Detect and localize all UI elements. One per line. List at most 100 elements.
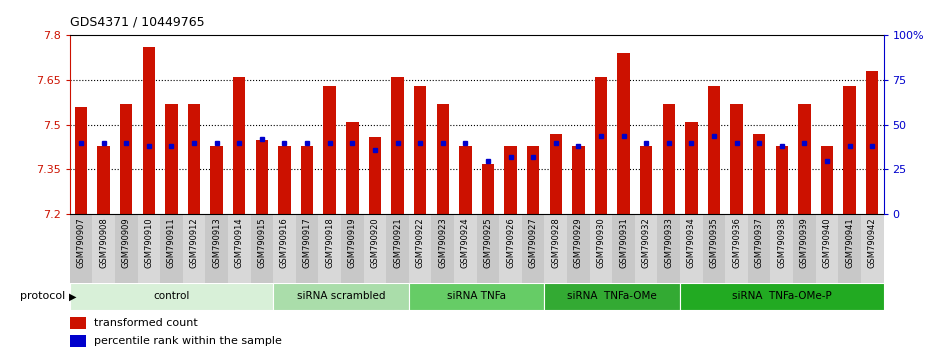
Bar xyxy=(866,71,879,214)
Bar xyxy=(482,164,494,214)
Bar xyxy=(74,107,87,214)
Bar xyxy=(409,283,544,310)
Bar xyxy=(522,214,544,283)
Bar xyxy=(635,214,658,283)
Bar xyxy=(730,104,743,214)
Text: GSM790936: GSM790936 xyxy=(732,217,741,268)
Bar xyxy=(844,86,856,214)
Text: GSM790920: GSM790920 xyxy=(370,217,379,268)
Text: GSM790910: GSM790910 xyxy=(144,217,153,268)
Bar xyxy=(70,335,86,347)
Bar xyxy=(499,214,522,283)
Text: percentile rank within the sample: percentile rank within the sample xyxy=(94,336,282,346)
Bar xyxy=(70,317,86,329)
Text: siRNA  TNFa-OMe: siRNA TNFa-OMe xyxy=(567,291,658,302)
Text: siRNA scrambled: siRNA scrambled xyxy=(297,291,385,302)
Text: GSM790907: GSM790907 xyxy=(76,217,86,268)
Bar xyxy=(364,214,386,283)
Bar xyxy=(640,145,652,214)
Bar xyxy=(273,214,296,283)
Text: control: control xyxy=(153,291,190,302)
Bar xyxy=(409,214,432,283)
Bar xyxy=(324,86,336,214)
Bar xyxy=(753,134,765,214)
Bar xyxy=(594,77,607,214)
Bar xyxy=(703,214,725,283)
Bar xyxy=(544,283,680,310)
Bar xyxy=(770,214,793,283)
Text: GSM790937: GSM790937 xyxy=(754,217,764,268)
Bar xyxy=(816,214,838,283)
Bar xyxy=(618,53,630,214)
Text: ▶: ▶ xyxy=(69,291,76,302)
Text: GSM790917: GSM790917 xyxy=(302,217,312,268)
Text: GSM790941: GSM790941 xyxy=(845,217,854,268)
Text: GSM790908: GSM790908 xyxy=(100,217,108,268)
Text: protocol: protocol xyxy=(20,291,65,302)
Text: GSM790927: GSM790927 xyxy=(528,217,538,268)
Text: GSM790918: GSM790918 xyxy=(326,217,334,268)
Text: GSM790913: GSM790913 xyxy=(212,217,221,268)
Bar xyxy=(392,77,404,214)
Bar xyxy=(278,145,291,214)
Bar xyxy=(233,77,246,214)
Text: GSM790923: GSM790923 xyxy=(438,217,447,268)
Bar xyxy=(708,86,720,214)
Bar xyxy=(567,214,590,283)
Bar xyxy=(838,214,861,283)
Text: siRNA  TNFa-OMe-P: siRNA TNFa-OMe-P xyxy=(732,291,831,302)
Bar xyxy=(318,214,341,283)
Bar xyxy=(436,104,449,214)
Bar xyxy=(341,214,364,283)
Bar xyxy=(386,214,409,283)
Text: GSM790915: GSM790915 xyxy=(258,217,266,268)
Bar xyxy=(459,145,472,214)
Bar xyxy=(725,214,748,283)
Text: GSM790933: GSM790933 xyxy=(664,217,673,268)
Text: GSM790926: GSM790926 xyxy=(506,217,515,268)
Bar xyxy=(550,134,562,214)
Text: GSM790916: GSM790916 xyxy=(280,217,289,268)
Bar xyxy=(206,214,228,283)
Text: GDS4371 / 10449765: GDS4371 / 10449765 xyxy=(70,15,205,28)
Bar xyxy=(210,145,223,214)
Text: GSM790925: GSM790925 xyxy=(484,217,492,268)
Text: GSM790929: GSM790929 xyxy=(574,217,583,268)
Text: GSM790935: GSM790935 xyxy=(710,217,719,268)
Bar xyxy=(544,214,567,283)
Bar xyxy=(861,214,884,283)
Text: GSM790928: GSM790928 xyxy=(551,217,560,268)
Bar xyxy=(662,104,675,214)
Bar xyxy=(527,145,539,214)
Bar xyxy=(273,283,409,310)
Text: transformed count: transformed count xyxy=(94,318,198,328)
Bar xyxy=(476,214,499,283)
Bar xyxy=(296,214,318,283)
Bar xyxy=(138,214,160,283)
Bar xyxy=(98,145,110,214)
Text: GSM790931: GSM790931 xyxy=(619,217,628,268)
Bar xyxy=(454,214,476,283)
Bar xyxy=(250,214,273,283)
Text: GSM790934: GSM790934 xyxy=(687,217,696,268)
Bar xyxy=(685,122,698,214)
Text: siRNA TNFa: siRNA TNFa xyxy=(447,291,506,302)
Text: GSM790911: GSM790911 xyxy=(167,217,176,268)
Text: GSM790938: GSM790938 xyxy=(777,217,786,268)
Text: GSM790940: GSM790940 xyxy=(822,217,831,268)
Bar xyxy=(142,47,155,214)
Text: GSM790914: GSM790914 xyxy=(234,217,244,268)
Bar xyxy=(183,214,206,283)
Bar xyxy=(160,214,183,283)
Text: GSM790932: GSM790932 xyxy=(642,217,651,268)
Text: GSM790939: GSM790939 xyxy=(800,217,809,268)
Bar xyxy=(658,214,680,283)
Text: GSM790912: GSM790912 xyxy=(190,217,199,268)
Bar xyxy=(432,214,454,283)
Bar xyxy=(776,145,788,214)
Text: GSM790919: GSM790919 xyxy=(348,217,357,268)
Bar xyxy=(414,86,426,214)
Bar xyxy=(120,104,132,214)
Text: GSM790922: GSM790922 xyxy=(416,217,425,268)
Text: GSM790942: GSM790942 xyxy=(868,217,877,268)
